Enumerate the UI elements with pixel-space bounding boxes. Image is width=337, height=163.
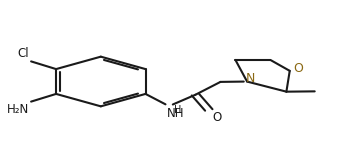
Text: O: O <box>293 62 303 75</box>
Text: NH: NH <box>167 107 185 120</box>
Text: Cl: Cl <box>18 47 29 60</box>
Text: N: N <box>246 72 255 85</box>
Text: H: H <box>175 105 182 115</box>
Text: O: O <box>212 111 221 124</box>
Text: H₂N: H₂N <box>7 103 29 116</box>
